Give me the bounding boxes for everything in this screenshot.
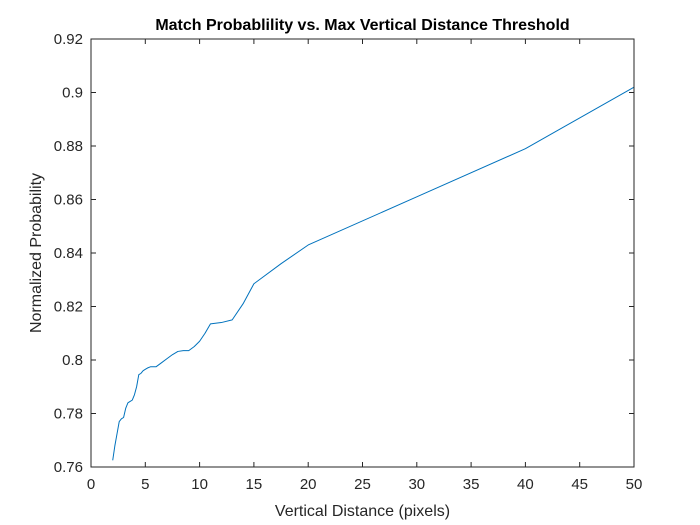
y-tick-label: 0.92 — [54, 31, 83, 48]
axes-box — [90, 38, 635, 468]
y-tick-label: 0.88 — [54, 138, 83, 155]
x-axis-label: Vertical Distance (pixels) — [275, 503, 450, 520]
x-tick-label: 45 — [571, 476, 588, 493]
y-tick-label: 0.8 — [62, 352, 83, 369]
x-tick-label: 35 — [463, 476, 480, 493]
x-tick-label: 0 — [87, 476, 95, 493]
x-tick-label: 20 — [300, 476, 317, 493]
y-tick-label: 0.76 — [54, 459, 83, 476]
x-tick-label: 15 — [246, 476, 263, 493]
tick-labels: 0 5 10 15 20 25 30 35 40 45 50 0.76 0.78 0.8 0.82 0.84 0… — [54, 31, 643, 493]
plot-area — [91, 39, 634, 467]
x-tick-label: 40 — [517, 476, 534, 493]
x-tick-label: 10 — [191, 476, 208, 493]
x-tick-label: 30 — [408, 476, 425, 493]
y-axis-label: Normalized Probability — [28, 173, 45, 333]
series-line — [112, 86, 635, 461]
y-tick-label: 0.82 — [54, 299, 83, 316]
y-tick-label: 0.78 — [54, 406, 83, 423]
y-tick-label: 0.84 — [54, 245, 83, 262]
series-group — [112, 86, 635, 461]
x-tick-label: 5 — [141, 476, 149, 493]
x-tick-label: 25 — [354, 476, 371, 493]
y-tick-label: 0.9 — [62, 85, 83, 102]
y-tick-label: 0.86 — [54, 192, 83, 209]
chart-title: Match Probablility vs. Max Vertical Dist… — [155, 17, 569, 34]
x-tick-label: 50 — [626, 476, 643, 493]
